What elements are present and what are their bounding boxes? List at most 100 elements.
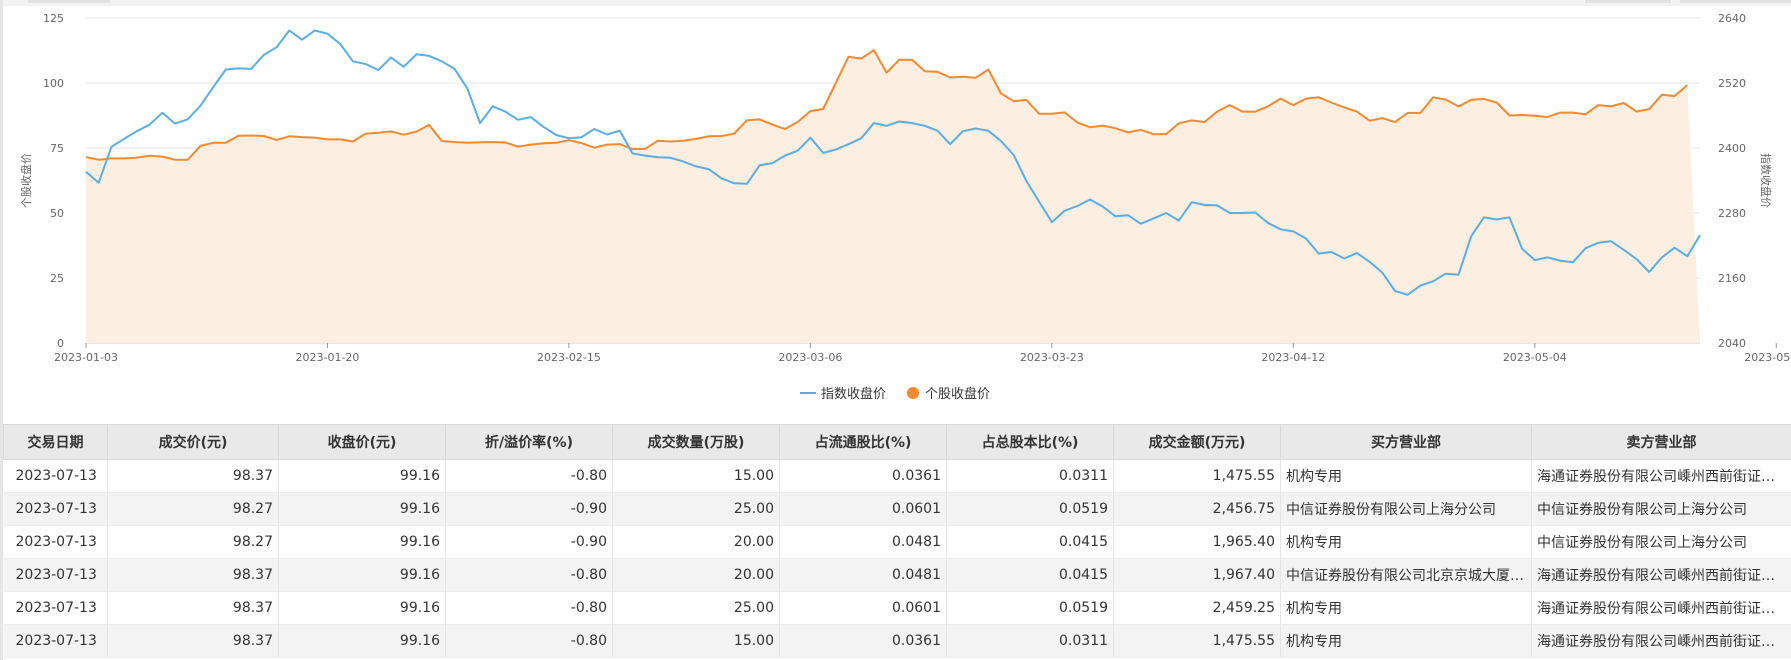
cell-trade-date: 2023-07-13 — [3, 558, 108, 592]
cell-buyer: 中信证券股份有限公司上海分公司 — [1280, 492, 1532, 526]
index-price-line — [85, 29, 1701, 296]
cell-deal-price: 98.37 — [107, 624, 279, 658]
table-row: 2023-07-13 98.27 99.16 -0.90 25.00 0.060… — [3, 492, 1791, 526]
block-trade-table: 交易日期 成交价(元) 收盘价(元) 折/溢价率(%) 成交数量(万股) 占流通… — [3, 424, 1791, 658]
cell-trade-date: 2023-07-13 — [3, 492, 108, 526]
cell-premium-rate: -0.90 — [445, 525, 613, 559]
cell-deal-price: 98.27 — [107, 492, 279, 526]
cell-premium-rate: -0.90 — [445, 492, 613, 526]
cell-buyer: 机构专用 — [1280, 525, 1532, 559]
x-tick-label: 2023-05-04 — [1503, 351, 1567, 364]
cell-premium-rate: -0.80 — [445, 558, 613, 592]
cell-total-ratio: 0.0519 — [946, 591, 1114, 625]
cell-float-ratio: 0.0601 — [779, 591, 947, 625]
col-header-close-price[interactable]: 收盘价(元) — [278, 424, 446, 460]
y-left-tick-label: 0 — [57, 337, 64, 350]
x-tick-label: 2023-03-06 — [778, 351, 842, 364]
cell-seller: 中信证券股份有限公司上海分公司 — [1531, 492, 1791, 526]
x-tick-label: 2023-04-12 — [1261, 351, 1325, 364]
cell-buyer: 机构专用 — [1280, 591, 1532, 625]
price-comparison-chart: 0 25 50 75 100 125 2040 2160 2280 2400 2520 2640 个股收… — [19, 12, 1791, 364]
cell-trade-date: 2023-07-13 — [3, 525, 108, 559]
x-tick-label: 2023-01-03 — [54, 351, 118, 364]
cell-premium-rate: -0.80 — [445, 459, 613, 493]
cell-close-price: 99.16 — [278, 591, 446, 625]
y-left-tick-label: 125 — [43, 12, 64, 25]
cell-float-ratio: 0.0361 — [779, 624, 947, 658]
y-right-tick-label: 2400 — [1718, 142, 1746, 155]
cell-total-ratio: 0.0415 — [946, 558, 1114, 592]
cell-premium-rate: -0.80 — [445, 624, 613, 658]
cell-seller: 海通证券股份有限公司嵊州西前街证券营业部 — [1531, 558, 1791, 592]
y-right-tick-label: 2280 — [1718, 207, 1746, 220]
toolbar-tab-right-1[interactable] — [1585, 0, 1671, 3]
cell-volume: 25.00 — [612, 492, 780, 526]
table-row: 2023-07-13 98.37 99.16 -0.80 25.00 0.060… — [3, 591, 1791, 625]
toolbar-tab-left[interactable] — [28, 0, 110, 3]
cell-close-price: 99.16 — [278, 492, 446, 526]
col-header-amount[interactable]: 成交金额(万元) — [1113, 424, 1281, 460]
cell-buyer: 机构专用 — [1280, 459, 1532, 493]
cell-buyer: 机构专用 — [1280, 624, 1532, 658]
col-header-seller[interactable]: 卖方营业部 — [1531, 424, 1791, 460]
x-tick-label: 2023-02-15 — [537, 351, 601, 364]
y-left-tick-label: 25 — [50, 272, 64, 285]
toolbar-tab-right-2[interactable] — [1680, 0, 1791, 3]
left-border — [0, 0, 3, 660]
col-header-total-ratio[interactable]: 占总股本比(%) — [946, 424, 1114, 460]
col-header-buyer[interactable]: 买方营业部 — [1280, 424, 1532, 460]
table-header-row: 交易日期 成交价(元) 收盘价(元) 折/溢价率(%) 成交数量(万股) 占流通… — [3, 424, 1791, 460]
col-header-premium-rate[interactable]: 折/溢价率(%) — [445, 424, 613, 460]
cell-total-ratio: 0.0415 — [946, 525, 1114, 559]
stock-price-line — [85, 49, 1688, 161]
cell-volume: 15.00 — [612, 624, 780, 658]
y-right-axis-title: 指数收盘价 — [1759, 153, 1773, 208]
table-row: 2023-07-13 98.37 99.16 -0.80 15.00 0.036… — [3, 624, 1791, 658]
cell-deal-price: 98.37 — [107, 558, 279, 592]
stock-price-area — [86, 50, 1700, 343]
y-right-tick-label: 2640 — [1718, 12, 1746, 25]
x-tick-label: 2023-03-23 — [1020, 351, 1084, 364]
cell-amount: 1,965.40 — [1113, 525, 1281, 559]
cell-float-ratio: 0.0481 — [779, 525, 947, 559]
col-header-trade-date[interactable]: 交易日期 — [3, 424, 108, 460]
legend-item-index[interactable]: 指数收盘价 — [800, 383, 886, 402]
cell-float-ratio: 0.0361 — [779, 459, 947, 493]
cell-deal-price: 98.27 — [107, 525, 279, 559]
cell-seller: 海通证券股份有限公司嵊州西前街证券营业部 — [1531, 459, 1791, 493]
legend-label-index: 指数收盘价 — [821, 387, 887, 402]
chart-legend: 指数收盘价 个股收盘价 — [0, 383, 1791, 403]
y-right-tick-label: 2520 — [1718, 77, 1746, 90]
cell-amount: 2,459.25 — [1113, 591, 1281, 625]
top-toolbar-strip — [0, 0, 1791, 6]
table-row: 2023-07-13 98.37 99.16 -0.80 15.00 0.036… — [3, 459, 1791, 493]
y-right-tick-label: 2040 — [1718, 337, 1746, 350]
y-left-axis-title: 个股收盘价 — [19, 153, 33, 208]
cell-volume: 25.00 — [612, 591, 780, 625]
x-tick-label: 2023-05-23 — [1744, 351, 1791, 364]
y-right-tick-label: 2160 — [1718, 272, 1746, 285]
table-row: 2023-07-13 98.27 99.16 -0.90 20.00 0.048… — [3, 525, 1791, 559]
col-header-deal-price[interactable]: 成交价(元) — [107, 424, 279, 460]
cell-close-price: 99.16 — [278, 624, 446, 658]
col-header-volume[interactable]: 成交数量(万股) — [612, 424, 780, 460]
cell-trade-date: 2023-07-13 — [3, 624, 108, 658]
cell-close-price: 99.16 — [278, 558, 446, 592]
col-header-float-ratio[interactable]: 占流通股比(%) — [779, 424, 947, 460]
cell-amount: 1,967.40 — [1113, 558, 1281, 592]
cell-trade-date: 2023-07-13 — [3, 591, 108, 625]
table-row: 2023-07-13 98.37 99.16 -0.80 20.00 0.048… — [3, 558, 1791, 592]
legend-item-stock[interactable]: 个股收盘价 — [907, 383, 990, 402]
cell-buyer: 中信证券股份有限公司北京京城大厦证券营业部 — [1280, 558, 1532, 592]
legend-label-stock: 个股收盘价 — [925, 387, 991, 402]
cell-amount: 1,475.55 — [1113, 459, 1281, 493]
cell-seller: 海通证券股份有限公司嵊州西前街证券营业部 — [1531, 591, 1791, 625]
x-tick-label: 2023-01-20 — [295, 351, 359, 364]
legend-line-swatch — [800, 391, 816, 394]
y-left-tick-label: 75 — [50, 142, 64, 155]
cell-total-ratio: 0.0311 — [946, 624, 1114, 658]
cell-total-ratio: 0.0311 — [946, 459, 1114, 493]
cell-seller: 海通证券股份有限公司嵊州西前街证券营业部 — [1531, 624, 1791, 658]
cell-amount: 1,475.55 — [1113, 624, 1281, 658]
cell-volume: 20.00 — [612, 525, 780, 559]
